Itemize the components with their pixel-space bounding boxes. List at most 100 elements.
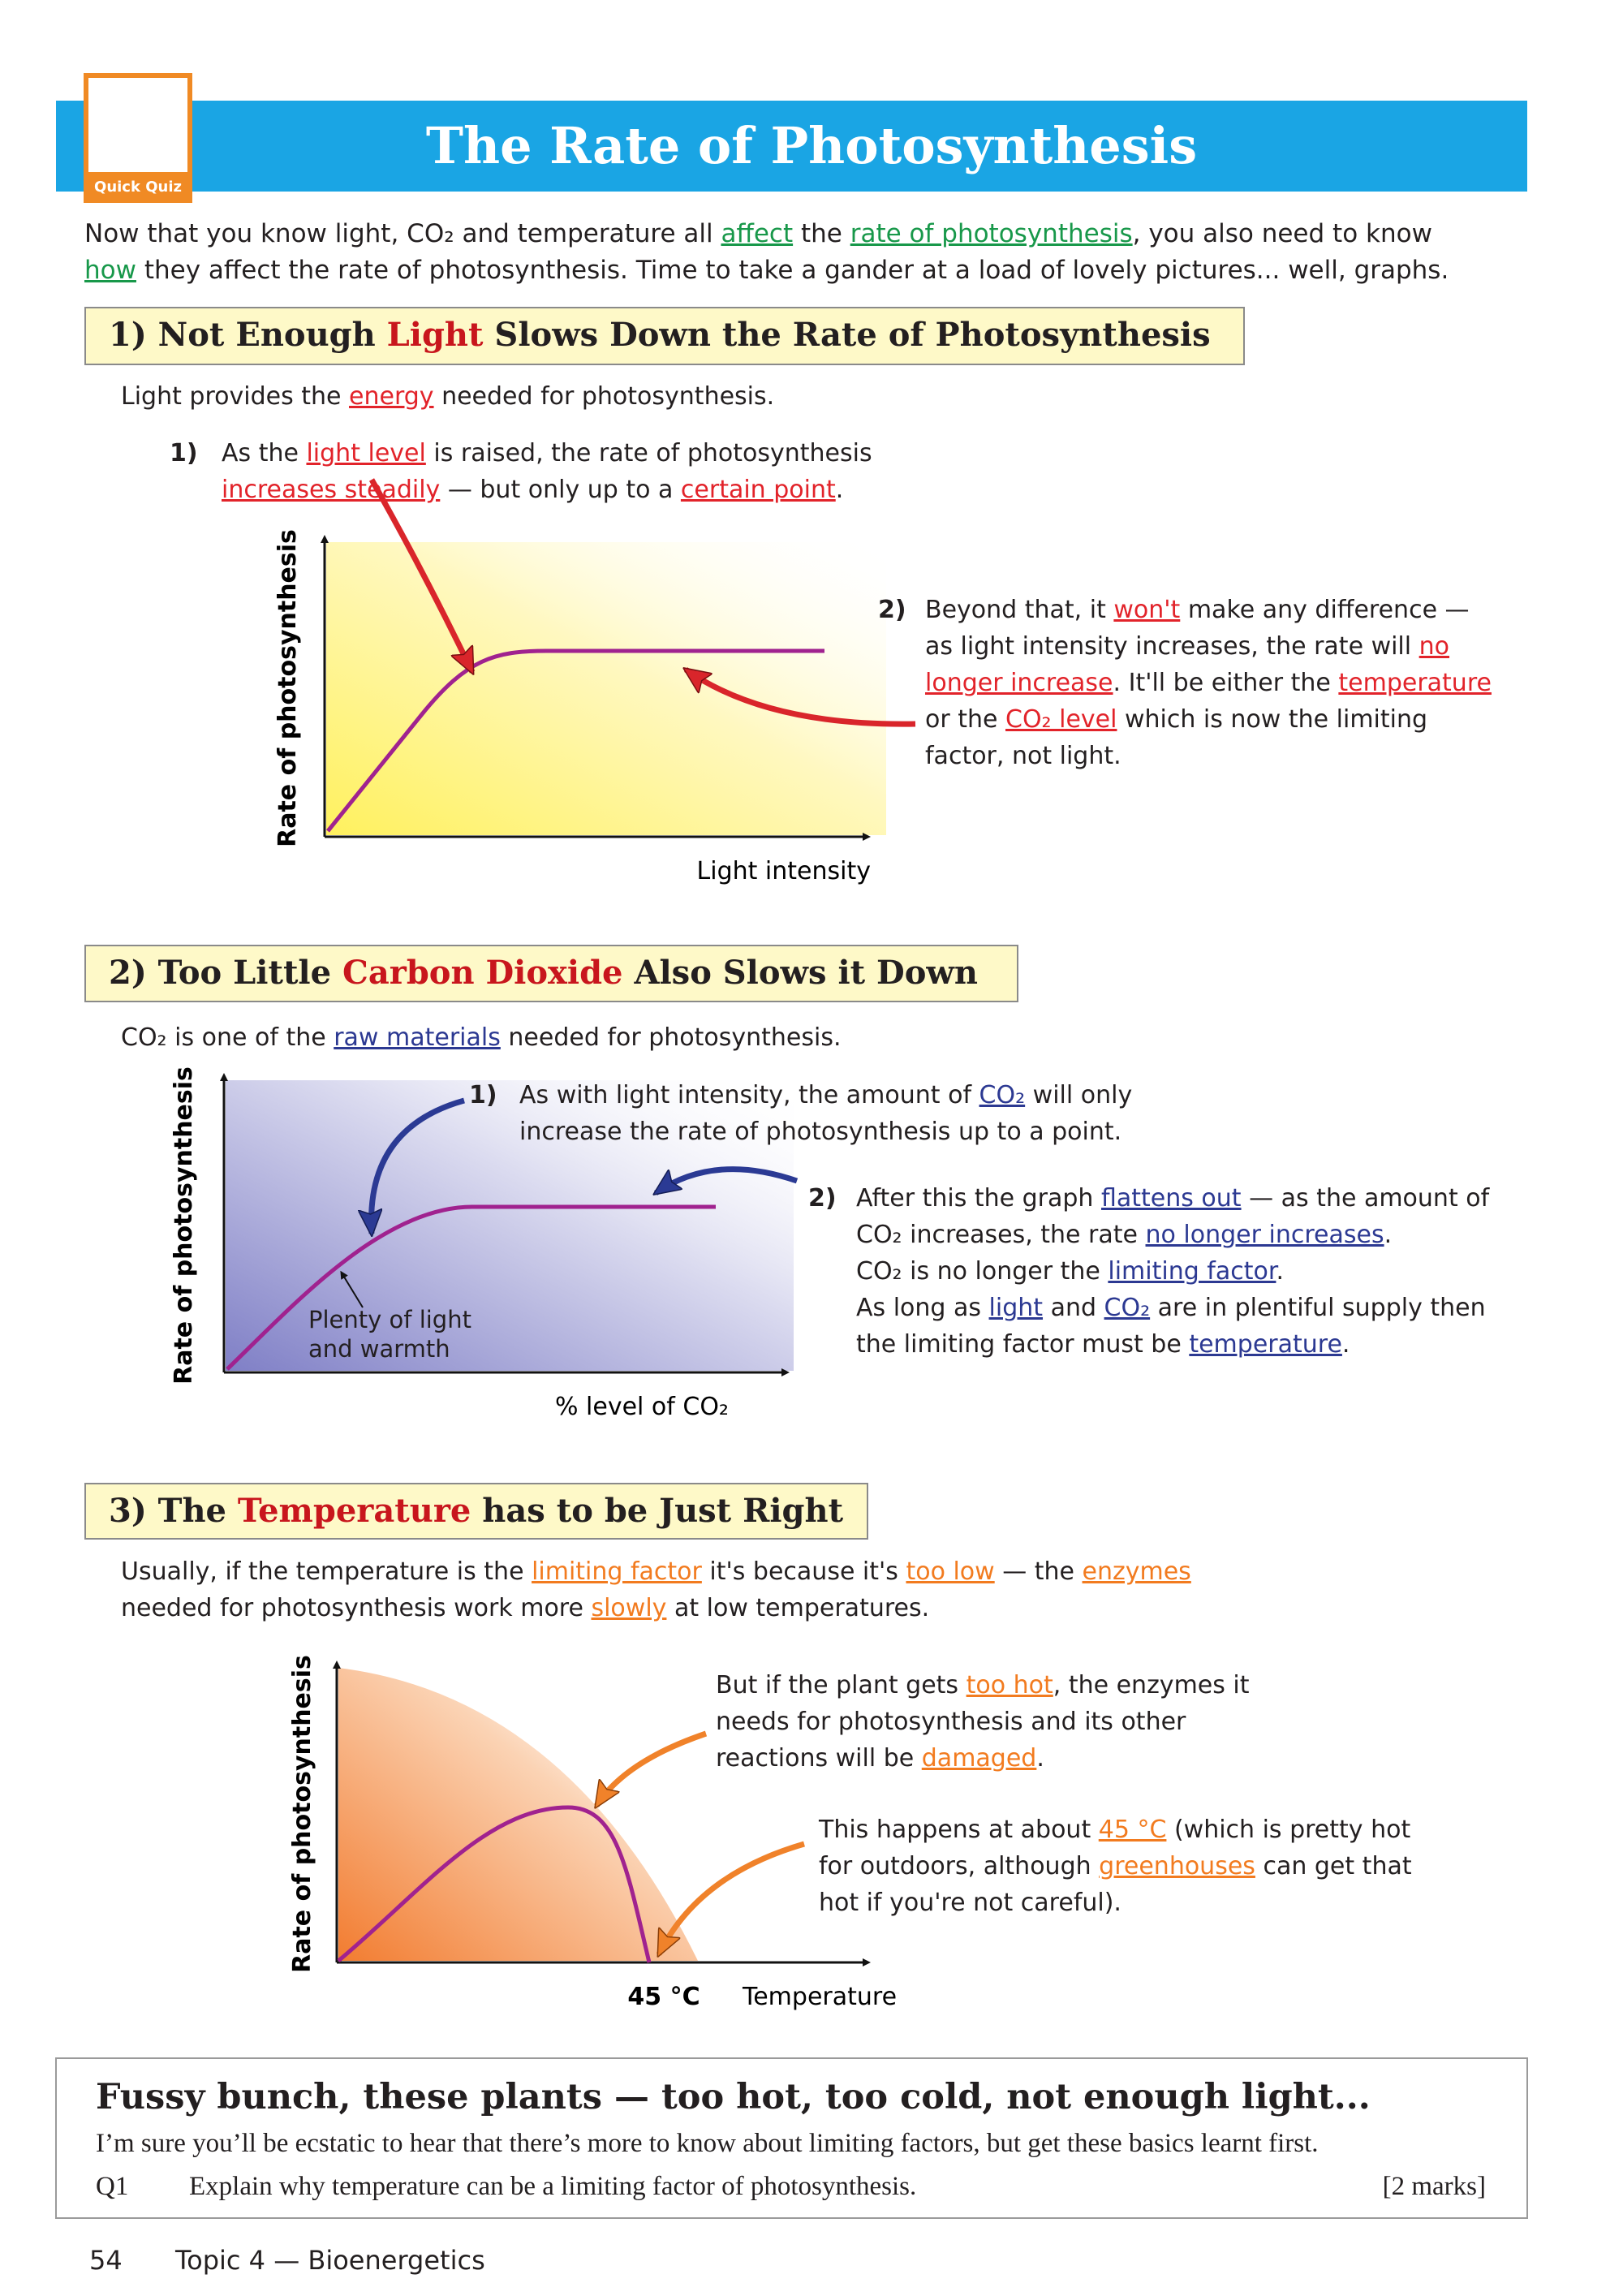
keyword: limiting factor	[1108, 1257, 1276, 1286]
text: Usually, if the temperature is the	[121, 1557, 532, 1586]
keyword: enzymes	[1082, 1557, 1191, 1586]
graph-fill	[226, 1080, 794, 1371]
text: (which is pretty hot for outdoors, altho…	[819, 1816, 1411, 1880]
pointer	[340, 1270, 364, 1308]
y-axis-label: Rate of photosynthesis	[288, 1655, 316, 1973]
keyword: no longer increase	[925, 632, 1450, 697]
question-text: Explain why temperature can be a limitin…	[189, 2172, 917, 2201]
text: will only increase the rate of photosynt…	[519, 1081, 1133, 1146]
keyword: increases steadily	[222, 476, 441, 504]
text: — as the amount of CO₂ increases, the ra…	[856, 1184, 1490, 1249]
badge-label[interactable]: Quick Quiz	[94, 179, 182, 196]
question-number: Q1	[96, 2172, 129, 2201]
text: Light provides the	[121, 382, 350, 411]
text: .	[835, 476, 844, 504]
section-heading: 3) The Temperature has to be Just Right	[84, 1483, 868, 1540]
keyword: energy	[349, 382, 434, 411]
text: are in plentiful supply then the limitin…	[856, 1294, 1486, 1359]
text-block: After this the graph flattens out — as t…	[856, 1180, 1505, 1363]
page-title: The Rate of Photosynthesis	[425, 116, 1198, 175]
keyword: too hot	[966, 1671, 1053, 1699]
keyword: light level	[306, 439, 426, 467]
keyword: slowly	[591, 1594, 667, 1622]
text: 1)	[469, 1081, 497, 1109]
text: Also Slows it Down	[622, 954, 978, 992]
badge-strip	[86, 172, 190, 200]
text: which is now the limiting factor, not li…	[925, 705, 1428, 770]
graph-fill	[326, 542, 886, 835]
text: , you also need to know	[1132, 219, 1432, 248]
text: 2) Too Little	[109, 954, 342, 992]
keyword: how	[84, 256, 136, 285]
keyword: won't	[1113, 596, 1181, 624]
arrow	[656, 1166, 799, 1193]
summary-text: I’m sure you’ll be ecstatic to hear that…	[96, 2129, 1319, 2158]
graph-fill	[338, 1668, 698, 1961]
text: is raised, the rate of photosynthesis	[425, 439, 872, 467]
keyword: Carbon Dioxide	[342, 954, 623, 992]
curve	[226, 1204, 716, 1371]
header-bar	[56, 101, 1527, 192]
text: This happens at about	[819, 1816, 1099, 1844]
question-marks: [2 marks]	[1382, 2172, 1486, 2201]
arrow	[372, 1097, 465, 1234]
y-axis-label: Rate of photosynthesis	[273, 529, 302, 847]
text: .	[1276, 1257, 1284, 1286]
text: .	[1384, 1221, 1393, 1249]
page-number: 54	[89, 2245, 123, 2276]
keyword: CO₂	[1104, 1294, 1151, 1322]
text: 2)	[808, 1184, 837, 1213]
text-block: CO₂ is one of the raw materials needed f…	[121, 1019, 841, 1056]
text: needed for photosynthesis work more	[121, 1594, 592, 1622]
keyword: limiting factor	[532, 1557, 702, 1586]
text-block: As the light level is raised, the rate o…	[222, 435, 872, 508]
keyword: Light	[386, 316, 484, 354]
text: 2)	[878, 596, 906, 624]
text: CO₂ is no longer the	[856, 1257, 1109, 1286]
section-heading: 2) Too Little Carbon Dioxide Also Slows …	[84, 945, 1018, 1002]
x-axis-label: Temperature	[742, 1983, 897, 2011]
text: , the enzymes it needs for photosynthesi…	[716, 1671, 1250, 1773]
text: they affect the rate of photosynthesis. …	[136, 256, 1449, 285]
arrow	[686, 670, 916, 727]
keyword: CO₂	[979, 1081, 1026, 1109]
text: it's because it's	[701, 1557, 906, 1586]
curve	[326, 648, 824, 833]
arrow	[368, 478, 476, 672]
keyword: temperature	[1338, 669, 1492, 697]
keyword: rate of photosynthesis	[850, 219, 1133, 248]
keyword: flattens out	[1100, 1184, 1242, 1213]
text: Now that you know light, CO₂ and tempera…	[84, 219, 721, 248]
keyword: light	[988, 1294, 1044, 1322]
text: — but only up to a	[440, 476, 681, 504]
keyword: greenhouses	[1099, 1852, 1255, 1880]
y-axis-label: Rate of photosynthesis	[170, 1066, 198, 1385]
keyword: 45 °C	[1098, 1816, 1167, 1844]
text: and	[1043, 1294, 1104, 1322]
text: 3) The	[109, 1492, 238, 1530]
keyword: CO₂ level	[1005, 705, 1117, 734]
text: CO₂ is one of the	[121, 1023, 334, 1052]
text: has to be Just Right	[471, 1492, 844, 1530]
text-block: But if the plant gets too hot, the enzym…	[716, 1667, 1300, 1777]
text: needed for photosynthesis.	[433, 382, 775, 411]
x-tick-label: 45 °C	[627, 1983, 700, 2011]
text: can get that hot if you're not careful).	[819, 1852, 1412, 1917]
text: But if the plant gets	[716, 1671, 966, 1699]
text: .	[1036, 1744, 1044, 1773]
curve	[337, 1805, 652, 1963]
text: . It'll be either the	[1113, 669, 1339, 697]
text-block: Beyond that, it won't make any differenc…	[925, 592, 1493, 774]
x-axis-label: Light intensity	[697, 857, 871, 885]
text: As long as	[856, 1294, 989, 1322]
text: As the	[222, 439, 307, 467]
keyword: raw materials	[334, 1023, 501, 1052]
text: — the	[994, 1557, 1083, 1586]
arrow	[596, 1730, 708, 1806]
annotation: Plenty of light and warmth	[308, 1306, 471, 1363]
text: or the	[925, 705, 1005, 734]
text: After this the graph	[856, 1184, 1101, 1213]
text: 1) Not Enough	[109, 316, 387, 354]
